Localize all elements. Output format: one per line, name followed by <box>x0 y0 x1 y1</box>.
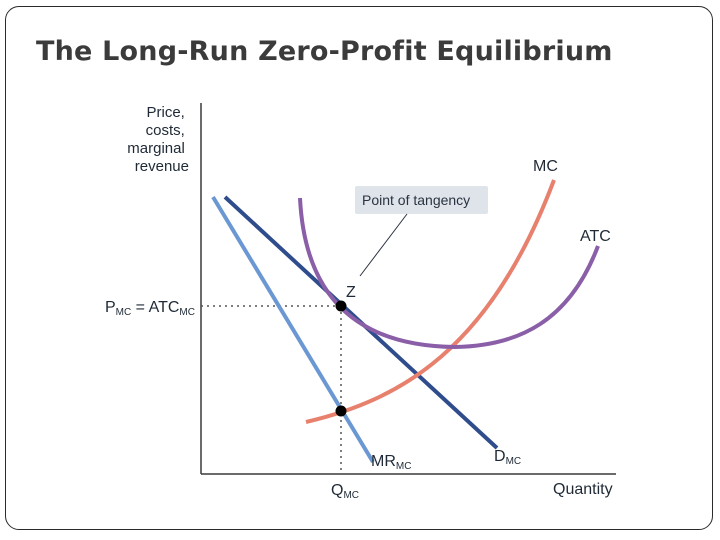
demand-label: DMC <box>494 448 521 467</box>
price-axis-label: PMC = ATCMC <box>105 299 195 318</box>
mr-curve <box>211 195 375 464</box>
tangency-callout-box <box>355 186 488 214</box>
mr-label: MRMC <box>371 453 411 472</box>
callout-pointer <box>359 213 408 277</box>
y-axis-label: Price, costs, marginal revenue <box>127 104 189 175</box>
x-axis-label: Quantity <box>553 481 613 498</box>
atc-label: ATC <box>580 228 611 245</box>
quantity-axis-value-label: QMC <box>331 482 359 501</box>
mc-label: MC <box>533 158 558 175</box>
tangency-callout-text: Point of tangency <box>362 192 470 208</box>
slide-title: The Long-Run Zero-Profit Equilibrium <box>36 36 613 67</box>
mc-mr-intersection-point <box>335 405 347 417</box>
atc-curve <box>298 197 600 350</box>
tangency-point-z <box>335 300 347 312</box>
point-z-label: Z <box>346 284 356 301</box>
